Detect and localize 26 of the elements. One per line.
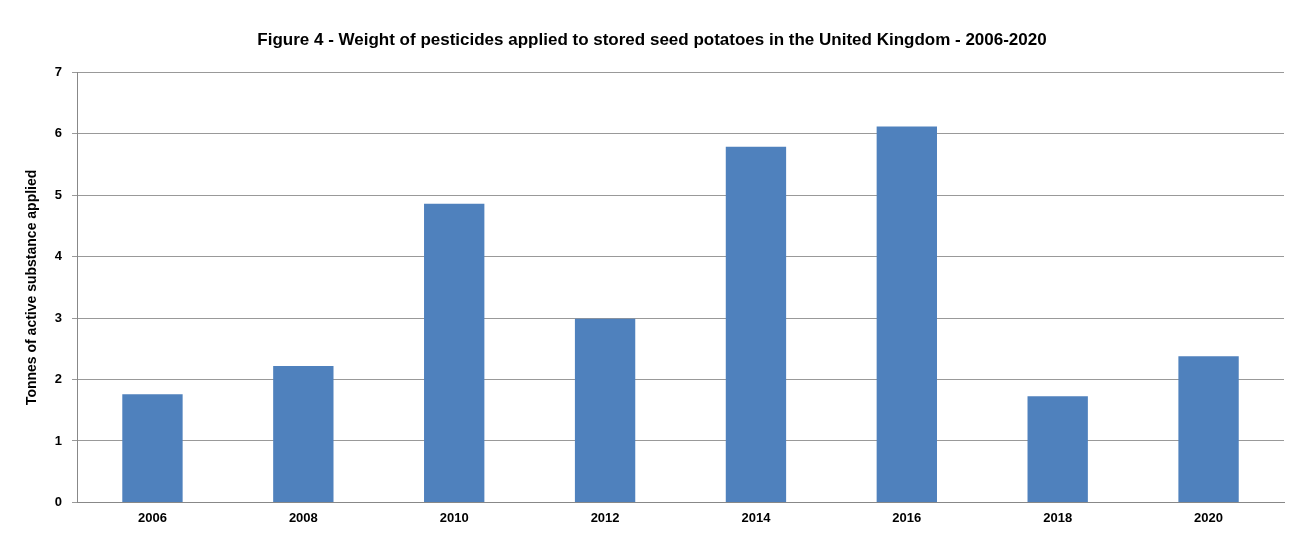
y-tick-label: 3 xyxy=(54,309,63,325)
bar xyxy=(1027,396,1088,502)
chart-title: Figure 4 - Weight of pesticides applied to stored seed potatoes in the United Kingdom - 2006-2020 xyxy=(257,29,1047,49)
bar xyxy=(273,366,334,502)
bar xyxy=(122,394,183,502)
bar xyxy=(574,318,636,502)
x-tick-label: 2006 xyxy=(138,509,167,525)
x-tick-label: 2016 xyxy=(892,509,922,525)
y-tick-label: 7 xyxy=(54,63,63,79)
bar xyxy=(1178,356,1239,502)
y-tick-label: 4 xyxy=(54,248,63,264)
bar xyxy=(876,126,937,502)
y-tick-label: 5 xyxy=(54,186,63,202)
x-tick-label: 2008 xyxy=(288,509,318,525)
bar xyxy=(424,203,485,502)
x-tick-label: 2012 xyxy=(590,509,620,525)
y-tick-label: 0 xyxy=(54,493,63,509)
bar xyxy=(725,146,787,502)
x-tick-label: 2020 xyxy=(1194,509,1224,525)
y-tick-label: 1 xyxy=(54,432,63,448)
y-tick-label: 6 xyxy=(54,125,63,141)
y-axis-title: Tonnes of active substance applied xyxy=(23,169,40,406)
x-tick-label: 2010 xyxy=(439,509,469,525)
x-tick-label: 2018 xyxy=(1043,509,1073,525)
x-tick-label: 2014 xyxy=(741,509,772,525)
y-tick-label: 2 xyxy=(54,371,63,387)
